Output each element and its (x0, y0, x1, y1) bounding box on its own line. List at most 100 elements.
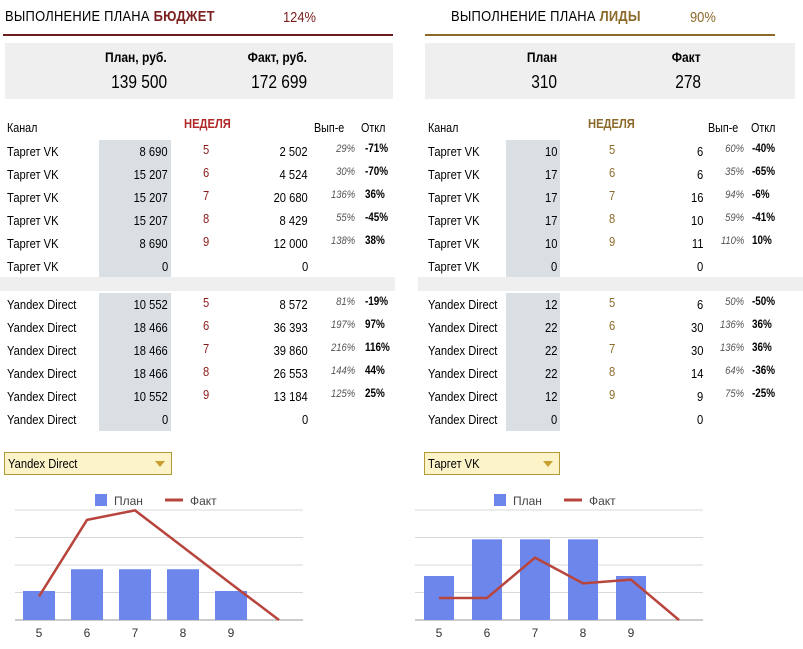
channel-cell: Таргет VK (428, 167, 480, 182)
week-cell: 6 (203, 165, 210, 180)
channel-cell: Yandex Direct (428, 412, 498, 427)
deviation-cell: -41% (752, 212, 776, 224)
fact-cell: 26 553 (273, 366, 308, 381)
plan-cell: 17 (544, 167, 557, 182)
deviation-cell: 97% (365, 319, 385, 331)
week-cell: 7 (609, 188, 616, 203)
table-row: Yandex Direct 18 466 8 26 553 144% 44% (0, 362, 803, 385)
deviation-cell: -50% (752, 296, 776, 308)
x-tick-label: 5 (436, 626, 443, 640)
fact-cell: 6 (696, 297, 703, 312)
table-row: Таргет VK 0 0 (0, 255, 803, 278)
done-cell: 138% (330, 235, 355, 247)
fact-cell: 36 393 (273, 320, 308, 335)
leads-col-dev: Откл (751, 121, 776, 135)
table-row: Yandex Direct 12 9 9 75% -25% (0, 385, 803, 408)
done-cell: 136% (330, 189, 355, 201)
done-cell: 136% (719, 319, 744, 331)
table-row: Таргет VK 17 8 10 59% -41% (0, 209, 803, 232)
channel-cell: Таргет VK (428, 144, 480, 159)
chevron-down-icon[interactable] (543, 461, 553, 467)
plan-cell: 17 (544, 213, 557, 228)
budget-col-done: Вып-е (314, 121, 345, 135)
channel-cell: Yandex Direct (428, 320, 498, 335)
week-cell: 8 (203, 364, 210, 379)
fact-line (439, 556, 680, 621)
budget-plan-column-bg (99, 140, 171, 278)
plan-cell: 12 (544, 389, 557, 404)
channel-cell: Yandex Direct (7, 297, 77, 312)
channel-cell: Таргет VK (7, 213, 59, 228)
done-cell: 81% (336, 296, 355, 308)
table-row: Таргет VK 10 9 11 110% 10% (0, 232, 803, 255)
week-cell: 7 (203, 188, 210, 203)
table-row: Yandex Direct 0 0 (0, 408, 803, 431)
channel-cell: Таргет VK (428, 190, 480, 205)
legend-fact-label: Факт (589, 494, 616, 508)
week-cell: 5 (609, 142, 616, 157)
week-cell: 5 (609, 295, 616, 310)
plan-cell: 15 207 (133, 167, 168, 182)
x-tick-label: 9 (228, 626, 235, 640)
week-cell: 9 (609, 387, 616, 402)
plan-cell: 22 (544, 320, 557, 335)
chevron-down-icon[interactable] (155, 461, 165, 467)
deviation-cell: -19% (365, 296, 389, 308)
plan-cell: 22 (544, 366, 557, 381)
channel-cell: Yandex Direct (428, 366, 498, 381)
leads-summary (425, 43, 795, 99)
leads-plan-total: 310 (531, 72, 557, 92)
deviation-cell: 116% (365, 342, 390, 354)
done-cell: 55% (336, 212, 355, 224)
fact-cell: 39 860 (273, 343, 308, 358)
plan-cell: 17 (544, 190, 557, 205)
deviation-cell: -70% (365, 166, 389, 178)
done-cell: 94% (725, 189, 744, 201)
budget-percent: 124% (283, 9, 317, 26)
bar-7 (119, 569, 151, 620)
fact-cell: 12 000 (273, 236, 308, 251)
done-cell: 64% (725, 365, 744, 377)
week-cell: 6 (609, 318, 616, 333)
table-row: Yandex Direct 22 8 14 64% -36% (0, 362, 803, 385)
x-tick-label: 6 (484, 626, 491, 640)
week-cell: 9 (203, 234, 210, 249)
table-row: Yandex Direct 22 7 30 136% 36% (0, 339, 803, 362)
leads-channel-dropdown[interactable]: Таргет VK (424, 452, 560, 475)
deviation-cell: 36% (752, 342, 772, 354)
bar-8 (167, 569, 199, 620)
week-cell: 6 (609, 165, 616, 180)
fact-cell: 30 (690, 320, 703, 335)
budget-plan-label: План, руб. (105, 49, 167, 65)
deviation-cell: 25% (365, 388, 385, 400)
budget-separator (0, 277, 395, 291)
channel-cell: Таргет VK (7, 144, 59, 159)
fact-cell: 0 (696, 412, 703, 427)
fact-cell: 2 502 (280, 144, 308, 159)
table-row: Таргет VK 17 6 6 35% -65% (0, 163, 803, 186)
fact-line (37, 509, 280, 621)
plan-cell: 18 466 (133, 343, 168, 358)
budget-channel-dropdown[interactable]: Yandex Direct (4, 452, 172, 475)
x-tick-label: 5 (36, 626, 43, 640)
plan-cell: 18 466 (133, 320, 168, 335)
plan-cell: 0 (550, 259, 557, 274)
done-cell: 197% (330, 319, 355, 331)
x-tick-label: 8 (180, 626, 187, 640)
budget-fact-label: Факт, руб. (247, 49, 307, 65)
budget-title-highlight: БЮДЖЕТ (153, 8, 215, 25)
table-row: Yandex Direct 18 466 7 39 860 216% 116% (0, 339, 803, 362)
table-row: Yandex Direct 0 0 (0, 408, 803, 431)
fact-cell: 10 (690, 213, 703, 228)
leads-dropdown-value: Таргет VK (428, 456, 480, 471)
plan-cell: 12 (544, 297, 557, 312)
leads-plan-label: План (526, 49, 557, 65)
leads-plan-column-bg (506, 140, 560, 278)
budget-title-prefix: ВЫПОЛНЕНИЕ ПЛАНА (5, 8, 150, 25)
done-cell: 50% (725, 296, 744, 308)
channel-cell: Таргет VK (7, 167, 59, 182)
leads-separator (418, 277, 803, 291)
legend-plan-swatch (95, 494, 107, 506)
deviation-cell: 36% (365, 189, 385, 201)
deviation-cell: -25% (752, 388, 776, 400)
